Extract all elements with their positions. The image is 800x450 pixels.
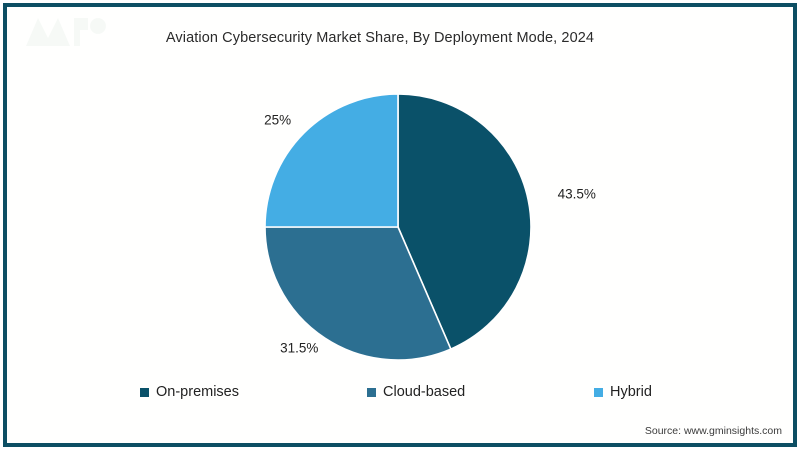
source-attribution: Source: www.gminsights.com bbox=[644, 425, 782, 437]
page-title: Aviation Cybersecurity Market Share, By … bbox=[165, 30, 595, 46]
pie-slice-group bbox=[264, 93, 532, 361]
pie-slice-cloud-based[interactable] bbox=[264, 226, 452, 361]
pie-slice-hybrid[interactable] bbox=[264, 93, 399, 228]
pie-slice-on-premises[interactable] bbox=[397, 93, 532, 351]
legend-label-on-premises: On-premises bbox=[156, 383, 239, 400]
legend-item-cloud-based[interactable]: Cloud-based bbox=[367, 381, 465, 403]
legend-swatch-on-premises-icon bbox=[140, 387, 149, 397]
legend-swatch-hybrid-icon bbox=[594, 387, 603, 397]
legend-swatch-cloud-based-icon bbox=[367, 387, 376, 397]
legend-label-hybrid: Hybrid bbox=[610, 383, 652, 400]
chart-legend: On-premises Cloud-based Hybrid bbox=[0, 381, 800, 403]
legend-item-hybrid[interactable]: Hybrid bbox=[594, 381, 652, 403]
legend-item-on-premises[interactable]: On-premises bbox=[140, 381, 239, 403]
legend-label-cloud-based: Cloud-based bbox=[383, 383, 466, 400]
